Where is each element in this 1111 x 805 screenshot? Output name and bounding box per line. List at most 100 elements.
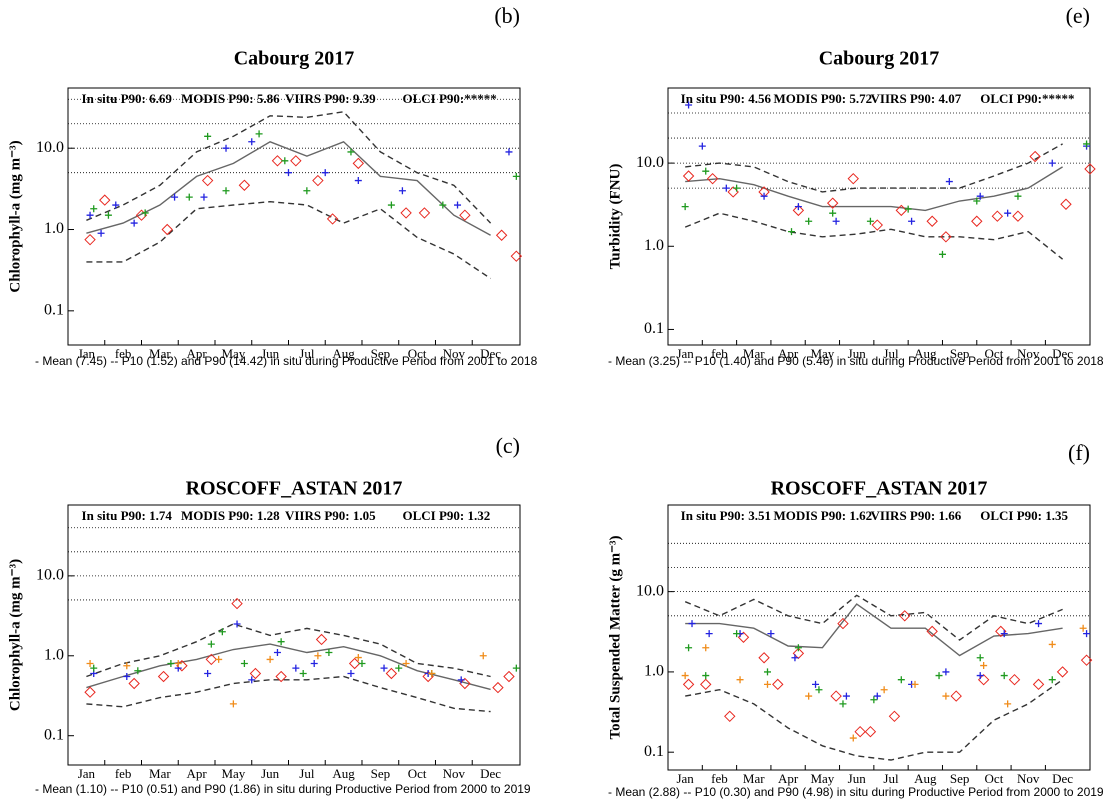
- chart-panel: (b) Cabourg 2017 0.1 1.0 10.0 Chlorophyll-a (…: [7, 3, 537, 368]
- x-tick-label: Mar: [149, 766, 171, 781]
- percentile-line: [86, 111, 492, 224]
- percentile-line: [684, 594, 1063, 641]
- data-point: [240, 660, 248, 668]
- data-point: [510, 250, 523, 262]
- data-point: [1083, 140, 1091, 148]
- percentile-line: [86, 675, 491, 713]
- data-point: [310, 660, 318, 668]
- percentile-line: [685, 143, 1063, 193]
- data-point: [358, 660, 366, 668]
- y-tick-label: 0.1: [644, 320, 664, 337]
- legend-entry: In situ P90: 3.51: [681, 508, 771, 523]
- data-point: [112, 201, 120, 209]
- y-tick-label: 0.1: [44, 302, 64, 319]
- data-point: [724, 710, 736, 723]
- data-point: [788, 228, 796, 236]
- data-point: [281, 157, 289, 165]
- data-point: [273, 648, 281, 656]
- percentile-line: [685, 679, 1064, 761]
- data-point: [1029, 150, 1041, 163]
- x-tick-label: Apr: [187, 766, 208, 781]
- data-point: [1008, 673, 1021, 686]
- data-point: [321, 169, 329, 177]
- data-point: [454, 201, 462, 209]
- x-tick-label: Jan: [78, 346, 96, 361]
- y-tick-label: 1.0: [644, 237, 664, 254]
- data-point: [688, 620, 696, 628]
- data-point: [991, 210, 1004, 222]
- data-point: [479, 652, 487, 660]
- data-point: [733, 184, 741, 192]
- data-point: [995, 625, 1007, 638]
- data-point: [248, 676, 256, 684]
- data-point: [895, 204, 908, 217]
- data-point: [1048, 640, 1056, 648]
- data-point: [805, 692, 813, 700]
- plot-frame: [67, 87, 521, 346]
- data-point: [685, 101, 693, 109]
- x-tick-label: Sep: [371, 766, 391, 781]
- footnote: - Mean (2.88) -- P10 (0.30) and P90 (4.9…: [608, 785, 1104, 799]
- data-point: [99, 194, 111, 206]
- footnote: - Mean (7.45) -- P10 (1.52) and P90 (14.…: [35, 354, 538, 368]
- data-point: [290, 155, 302, 167]
- data-point: [830, 690, 842, 702]
- legend-entry: VIIRS P90: 1.66: [871, 508, 962, 523]
- x-tick-label: Sep: [950, 346, 970, 361]
- x-tick-label: Jul: [299, 346, 315, 361]
- data-point: [1000, 672, 1008, 680]
- x-tick-label: Apr: [187, 346, 208, 361]
- data-point: [706, 172, 719, 185]
- x-tick-label: Oct: [408, 346, 427, 361]
- panel-label: (e): [1066, 3, 1090, 28]
- x-tick-label: May: [810, 771, 834, 786]
- data-point: [128, 677, 140, 690]
- legend-entry: VIIRS P90: 1.05: [285, 508, 376, 523]
- data-point: [871, 219, 883, 231]
- x-tick-label: feb: [115, 766, 132, 781]
- x-tick-label: Dec: [480, 346, 501, 361]
- x-tick-label: Aug: [332, 766, 355, 781]
- data-point: [681, 203, 689, 211]
- data-point: [702, 672, 710, 680]
- x-tick-label: Nov: [1017, 346, 1040, 361]
- x-tick-label: Mar: [743, 346, 765, 361]
- data-point: [249, 667, 262, 680]
- data-point: [1004, 209, 1012, 217]
- data-point: [763, 668, 771, 676]
- data-point: [385, 667, 398, 680]
- data-point: [255, 130, 263, 138]
- data-point: [292, 664, 300, 672]
- y-tick-label: 1.0: [44, 646, 64, 663]
- chart-panel: (f) ROSCOFF_ASTAN 2017 0.1 1.0 10.0 Total Sus…: [607, 440, 1103, 799]
- y-axis-label: Chlorophyll-a (mg m⁻³): [7, 559, 23, 711]
- x-tick-label: Apr: [778, 771, 799, 786]
- data-point: [325, 648, 333, 656]
- x-tick-label: Aug: [914, 771, 937, 786]
- data-point: [705, 630, 713, 638]
- data-point: [347, 670, 355, 678]
- data-point: [204, 132, 212, 140]
- data-point: [205, 653, 218, 666]
- data-point: [866, 217, 874, 225]
- data-point: [315, 633, 328, 646]
- plot-frame: [667, 87, 1091, 346]
- y-tick-label: 10.0: [36, 139, 64, 156]
- legend-entry: In situ P90: 4.56: [681, 91, 772, 106]
- y-axis-label: Total Suspended Matter (g m⁻³): [607, 535, 623, 739]
- data-point: [1032, 678, 1045, 691]
- data-point: [395, 664, 403, 672]
- x-tick-label: Jan: [676, 346, 694, 361]
- legend-entry: OLCI P90:*****: [980, 91, 1074, 106]
- data-point: [505, 148, 513, 156]
- legend-entry: In situ P90: 6.69: [82, 91, 173, 106]
- data-point: [439, 201, 447, 209]
- legend-entry: OLCI P90: 1.35: [980, 508, 1068, 523]
- data-point: [971, 215, 983, 227]
- plot-frame: [67, 504, 521, 766]
- y-tick-label: 1.0: [644, 663, 664, 680]
- data-point: [90, 205, 98, 213]
- data-point: [880, 686, 888, 694]
- data-point: [229, 700, 237, 708]
- data-point: [685, 644, 693, 652]
